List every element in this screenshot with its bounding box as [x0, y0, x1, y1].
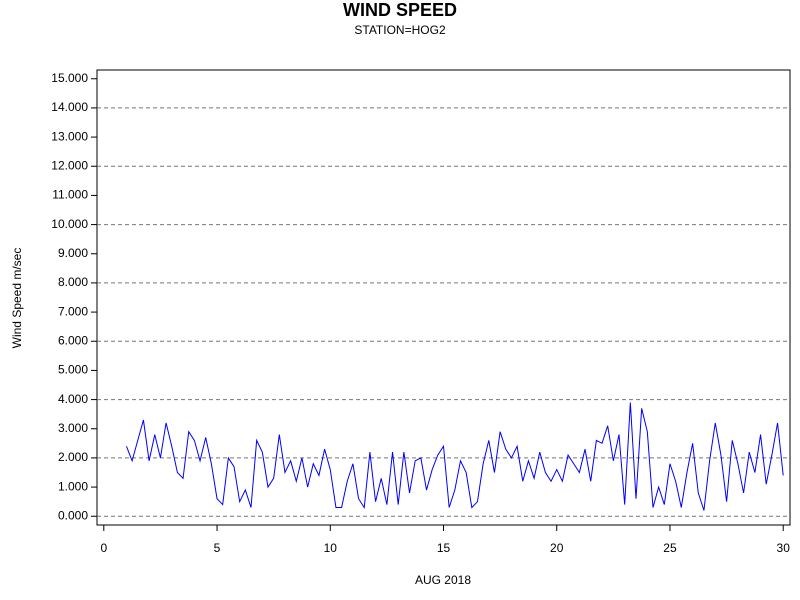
y-tick-label: 0.000: [58, 508, 88, 522]
x-tick-label: 25: [663, 541, 677, 555]
y-tick-label: 4.000: [58, 392, 88, 406]
y-tick-label: 11.000: [52, 188, 88, 202]
y-tick-label: 6.000: [58, 333, 88, 347]
y-tick-label: 2.000: [58, 450, 88, 464]
y-tick-label: 14.000: [51, 100, 88, 114]
x-tick-label: 20: [550, 541, 564, 555]
y-tick-label: 3.000: [58, 421, 88, 435]
chart-title: WIND SPEED: [343, 0, 457, 20]
y-tick-label: 1.000: [58, 479, 88, 493]
y-tick-label: 8.000: [58, 275, 88, 289]
y-tick-label: 13.000: [51, 129, 88, 143]
x-tick-label: 15: [437, 541, 451, 555]
x-tick-label: 0: [100, 541, 107, 555]
y-axis-label: Wind Speed m/sec: [10, 248, 24, 349]
y-tick-label: 15.000: [51, 71, 88, 85]
y-tick-label: 9.000: [58, 246, 88, 260]
y-tick-label: 10.000: [51, 217, 88, 231]
x-tick-label: 30: [777, 541, 791, 555]
x-axis-label: AUG 2018: [415, 573, 471, 587]
x-tick-label: 10: [324, 541, 338, 555]
y-tick-label: 5.000: [58, 363, 88, 377]
chart-subtitle: STATION=HOG2: [354, 23, 446, 37]
data-line: [125, 402, 784, 511]
x-tick-label: 5: [214, 541, 221, 555]
y-tick-label: 12.000: [51, 158, 88, 172]
y-tick-label: 7.000: [58, 304, 88, 318]
